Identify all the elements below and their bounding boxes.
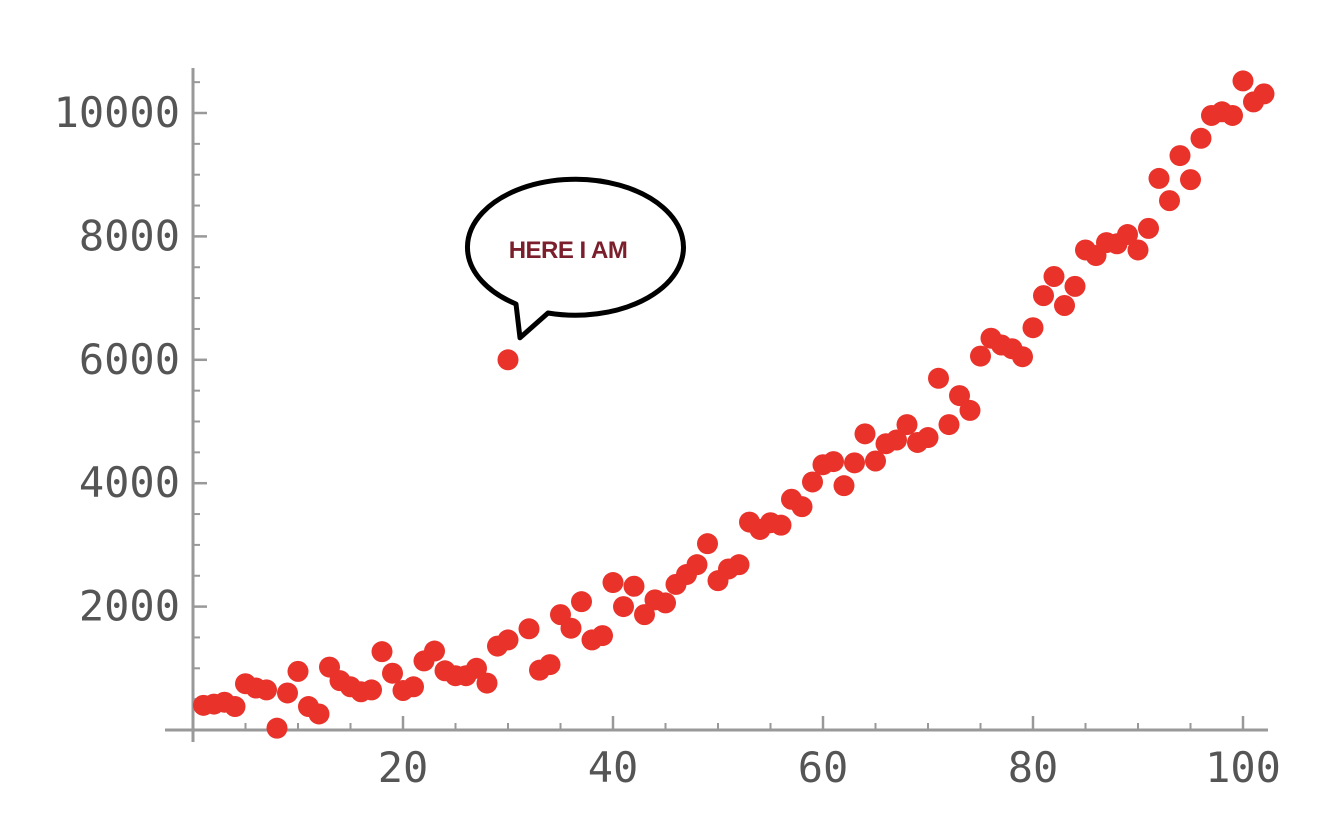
data-point	[1159, 190, 1180, 212]
data-point	[917, 427, 939, 449]
x-tick-label: 80	[1008, 743, 1059, 792]
data-point	[1190, 127, 1212, 149]
data-point	[266, 717, 288, 739]
data-point	[361, 679, 382, 701]
data-point	[844, 452, 865, 474]
data-point	[823, 451, 844, 473]
data-point	[560, 617, 582, 639]
y-tick-label: 10000	[54, 88, 180, 137]
data-point	[1043, 266, 1065, 288]
data-point	[949, 385, 970, 407]
major-ticks	[193, 111, 1245, 730]
data-point	[697, 533, 718, 555]
data-point	[1022, 317, 1044, 339]
y-tick-label: 8000	[79, 211, 180, 260]
data-point	[592, 625, 613, 647]
data-point	[1127, 239, 1149, 261]
data-point	[424, 640, 445, 662]
y-tick-label: 2000	[79, 582, 180, 631]
data-point	[1253, 83, 1275, 105]
data-point	[938, 414, 960, 436]
data-point	[854, 423, 876, 445]
data-point	[308, 703, 330, 725]
data-point	[1054, 295, 1075, 317]
data-point	[896, 414, 918, 436]
data-point	[1169, 145, 1191, 167]
data-point	[256, 679, 277, 701]
data-point	[476, 672, 498, 694]
data-point	[602, 572, 624, 594]
data-point	[634, 604, 655, 626]
data-point	[371, 641, 393, 663]
data-point	[865, 450, 886, 472]
axes	[165, 68, 1268, 742]
data-points	[193, 70, 1275, 739]
data-point	[1012, 346, 1033, 368]
data-point	[287, 660, 309, 682]
data-point	[497, 629, 519, 651]
x-tick-label: 100	[1205, 743, 1281, 792]
data-point	[959, 399, 981, 421]
data-point	[518, 618, 540, 640]
speech-bubble-outline	[465, 176, 686, 341]
tick-labels: 20 40 60 80 100 2000 4000 6000 8000 10000	[54, 88, 1281, 792]
data-point	[1064, 275, 1086, 297]
data-point	[224, 696, 246, 718]
data-point	[1033, 285, 1054, 307]
data-point	[571, 591, 592, 613]
data-point	[497, 349, 519, 371]
data-point	[791, 496, 813, 518]
data-point	[466, 657, 487, 679]
data-point	[728, 554, 750, 576]
data-point	[1222, 104, 1243, 126]
data-point	[1232, 70, 1254, 92]
data-point	[886, 429, 907, 451]
data-point	[623, 575, 645, 597]
data-point	[970, 345, 991, 367]
data-point	[382, 662, 403, 684]
y-tick-label: 6000	[79, 335, 180, 384]
data-point	[802, 471, 823, 493]
data-point	[403, 676, 424, 698]
data-point	[1180, 169, 1201, 191]
data-point	[655, 592, 676, 614]
x-tick-label: 20	[378, 743, 429, 792]
data-point	[833, 475, 855, 497]
annotation-text: HERE I AM	[509, 237, 628, 264]
data-point	[770, 514, 792, 536]
data-point	[539, 654, 561, 676]
data-point	[928, 367, 949, 389]
data-point	[277, 682, 298, 704]
x-tick-label: 60	[798, 743, 849, 792]
minor-ticks	[193, 81, 1192, 730]
speech-bubble-annotation: HERE I AM	[465, 176, 686, 341]
data-point	[1117, 224, 1138, 246]
y-tick-label: 4000	[79, 458, 180, 507]
data-point	[686, 554, 708, 576]
data-point	[1148, 167, 1170, 189]
data-point	[1138, 217, 1159, 239]
x-tick-label: 40	[588, 743, 639, 792]
data-point	[613, 596, 634, 618]
